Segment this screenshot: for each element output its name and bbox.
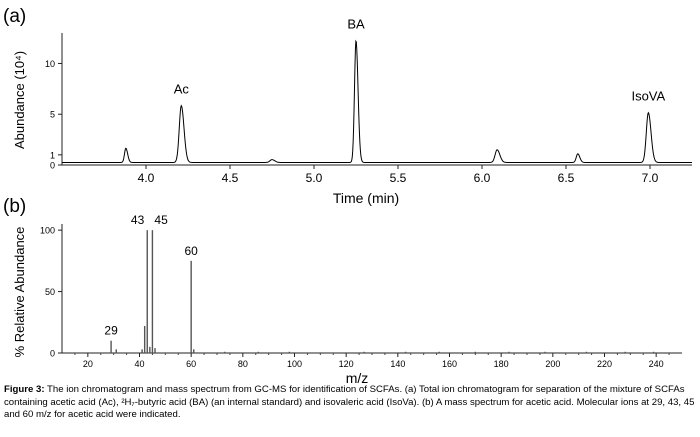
caption-label: Figure 3: [4,384,45,395]
chromatogram-y-axis-label: Abundance (10⁴) [12,51,27,149]
spectrum-y-axis-label: % Relative Abundance [12,227,27,358]
spectrum-x-tick-label: 80 [238,359,248,369]
chromatogram-y-tick-label: 1 [50,150,55,160]
spectrum-x-tick-label: 20 [83,359,93,369]
spectrum-x-tick-label: 100 [287,359,302,369]
panel-b-label: (b) [3,196,26,217]
spectrum-x-ticks: 20 40 60 80 100 120 140 160 180 200 220 240 [74,353,670,369]
chromatogram-peak-label: IsoVA [631,89,665,104]
spectrum-bars [110,230,655,353]
spectrum-peak-labels: 29 43 45 60 [104,213,198,338]
spectrum-x-tick-label: 240 [649,359,664,369]
caption-text: The ion chromatogram and mass spectrum f… [4,384,695,421]
chromatogram-peak-label: BA [347,17,365,32]
spectrum-x-tick-label: 120 [339,359,354,369]
spectrum-y-tick-label: 50 [45,287,55,297]
spectrum-x-tick-label: 40 [134,359,144,369]
chromatogram-x-tick-label: 7.0 [642,171,659,185]
chromatogram-y-tick-label: 10 [45,59,55,69]
chromatogram-panel: (a) 01 5 10 4.0 4.5 5.0 5.5 6.0 6.5 7.0 Ac BA IsoV… [3,6,692,206]
panel-a-label: (a) [3,6,26,27]
chromatogram-trace [62,39,692,163]
spectrum-y-ticks: 0 50 100 [40,226,62,359]
spectrum-y-tick-label: 100 [40,226,55,236]
chromatogram-y-ticks: 01 5 10 [45,59,62,171]
chromatogram-peak-labels: Ac BA IsoVA [174,17,666,104]
chromatogram-x-axis-label: Time (min) [333,190,399,206]
chromatogram-x-tick-label: 5.0 [306,171,323,185]
spectrum-x-tick-label: 200 [545,359,560,369]
chromatogram-y-tick-label: 0 [50,161,55,171]
spectrum-x-axis-label: m/z [346,370,369,385]
figure-caption: Figure 3: The ion chromatogram and mass … [4,384,696,422]
chromatogram-y-tick-label: 5 [50,110,55,120]
chromatogram-x-tick-label: 6.0 [474,171,491,185]
chromatogram-x-tick-label: 5.5 [390,171,407,185]
chromatogram-x-tick-label: 4.5 [222,171,239,185]
chromatogram-x-tick-label: 6.5 [558,171,575,185]
mass-spectrum-panel: (b) 0 50 100 20 40 60 80 100 120 140 160 180 200 220… [3,196,682,385]
spectrum-peak-label: 29 [104,324,118,338]
spectrum-x-tick-label: 140 [390,359,405,369]
chromatogram-peak-label: Ac [174,82,190,97]
spectrum-peak-label: 60 [184,244,198,258]
chromatogram-x-tick-label: 4.0 [138,171,155,185]
spectrum-peak-label: 45 [154,213,168,227]
chromatogram-x-ticks: 4.0 4.5 5.0 5.5 6.0 6.5 7.0 [138,165,659,185]
spectrum-peak-label: 43 [131,213,145,227]
spectrum-x-tick-label: 60 [186,359,196,369]
spectrum-x-tick-label: 180 [494,359,509,369]
spectrum-x-tick-label: 220 [597,359,612,369]
spectrum-y-tick-label: 0 [50,349,55,359]
spectrum-x-tick-label: 160 [442,359,457,369]
